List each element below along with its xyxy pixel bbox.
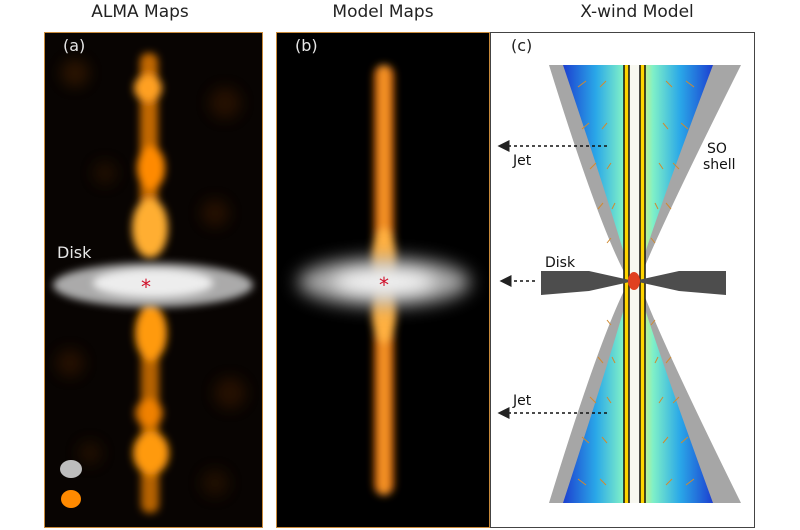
so-shell-label-line1: SO — [707, 141, 727, 157]
x-wind-diagram: (c) Jet Disk Jet SO shell — [497, 36, 741, 503]
disk-right — [634, 271, 726, 295]
model-protostar-marker: * — [379, 273, 389, 297]
alma-maps-title: ALMA Maps — [91, 2, 189, 22]
panel-model-map: (b) * — [276, 32, 490, 528]
jet-beam-icon — [61, 490, 81, 508]
inner-disk-region — [628, 272, 640, 290]
continuum-beam-icon — [60, 460, 82, 478]
panel-c-tag: (c) — [511, 36, 532, 55]
model-maps-title: Model Maps — [332, 2, 434, 22]
so-shell — [549, 65, 741, 503]
panel-b-tag: (b) — [295, 36, 318, 55]
panel-x-wind-model: (c) Jet Disk Jet SO shell — [490, 32, 755, 528]
jet-upper-label: Jet — [512, 153, 532, 169]
protostar-marker: * — [141, 275, 151, 299]
x-wind-model-title: X-wind Model — [580, 2, 694, 22]
panel-alma-map: (a) Disk * — [44, 32, 263, 528]
panel-a-tag: (a) — [63, 36, 85, 55]
wind-velocity-arrows — [577, 80, 695, 486]
alma-disk-label: Disk — [57, 243, 92, 262]
alma-map-image: (a) Disk * — [45, 33, 262, 527]
wind-cone — [563, 65, 713, 503]
so-shell-label-line2: shell — [703, 157, 736, 173]
jet-lower-label: Jet — [512, 393, 532, 409]
disk-left — [541, 271, 634, 295]
model-map-image: (b) * — [277, 33, 489, 527]
xwind-disk-label: Disk — [545, 255, 576, 271]
